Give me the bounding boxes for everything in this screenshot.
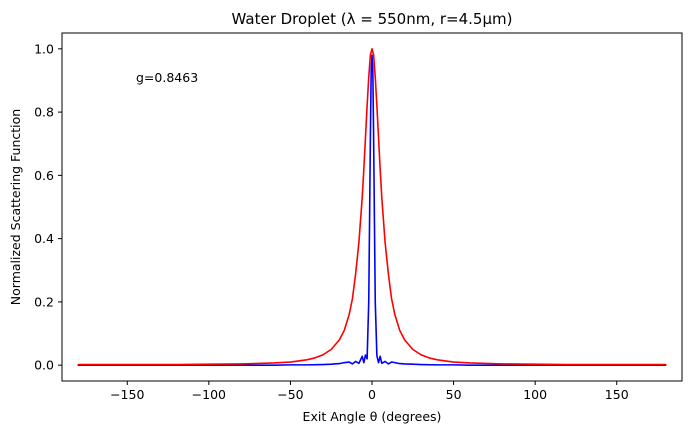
- y-tick-label: 0.6: [34, 168, 54, 183]
- x-axis-label: Exit Angle θ (degrees): [303, 409, 442, 424]
- x-tick-label: 150: [605, 387, 629, 402]
- x-tick-label: 0: [368, 387, 376, 402]
- series-line-0: [77, 54, 667, 366]
- x-tick-label: −100: [192, 387, 226, 402]
- asymmetry-annotation: g=0.8463: [136, 70, 198, 85]
- y-tick-label: 1.0: [34, 41, 54, 56]
- chart-title: Water Droplet (λ = 550nm, r=4.5μm): [232, 10, 513, 28]
- x-tick-label: −150: [110, 387, 144, 402]
- x-tick-label: 50: [446, 387, 462, 402]
- tick-layer: −150 −100 −50 0 50 100 150 0.0 0.2 0.4 0.6 0.8 1.0: [34, 41, 629, 402]
- plot-frame: [61, 32, 683, 382]
- y-tick-label: 0.0: [34, 358, 54, 373]
- y-tick-label: 0.4: [34, 231, 54, 246]
- y-tick-label: 0.2: [34, 294, 54, 309]
- x-tick-label: 100: [523, 387, 547, 402]
- y-tick-label: 0.8: [34, 105, 54, 120]
- y-axis-label: Normalized Scattering Function: [8, 109, 23, 305]
- series-line-1: [77, 48, 667, 366]
- plot-layer: [77, 48, 667, 366]
- x-tick-label: −50: [277, 387, 303, 402]
